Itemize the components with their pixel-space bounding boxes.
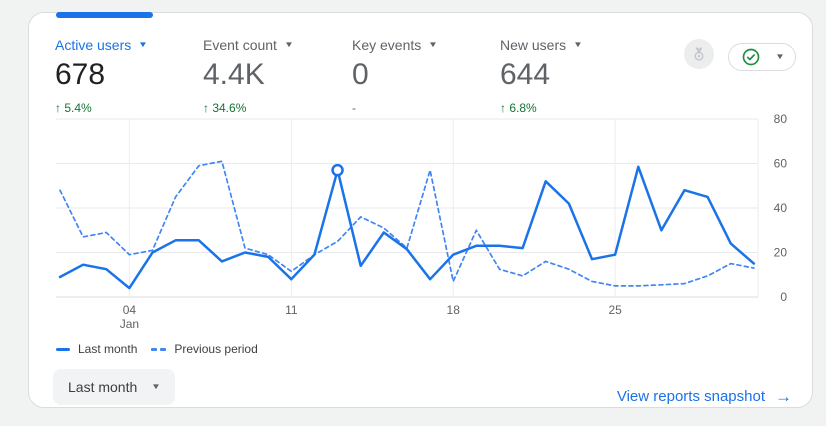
last-month-line-swatch	[56, 347, 70, 351]
x-axis-sublabel: Jan	[120, 317, 139, 331]
metric-active-users[interactable]: Active users ▼ 678 ↑ 5.4%	[55, 37, 149, 115]
metric-new-users[interactable]: New users ▼ 644 ↑ 6.8%	[500, 37, 584, 115]
x-axis-label: 11	[285, 303, 298, 317]
metric-delta: ↑ 34.6%	[203, 101, 247, 115]
legend-label-previous-period: Previous period	[174, 342, 258, 356]
benchmark-medal-icon	[694, 47, 704, 61]
metric-value: 0	[352, 58, 369, 91]
chart-legend: Last month Previous period	[56, 342, 258, 356]
y-axis-label: 80	[774, 112, 788, 126]
chevron-down-icon[interactable]: ▼	[428, 40, 439, 49]
view-reports-snapshot-link[interactable]: View reports snapshot →	[617, 388, 792, 405]
highlighted-point-marker[interactable]	[331, 163, 344, 177]
metric-header[interactable]: New users ▼	[500, 37, 584, 53]
right-arrow-icon: →	[775, 387, 792, 406]
y-axis-label: 20	[774, 246, 788, 260]
date-range-label: Last month	[68, 379, 138, 395]
date-range-button[interactable]: Last month ▼	[53, 369, 176, 405]
y-axis-label: 40	[774, 201, 788, 215]
chevron-down-icon[interactable]: ▼	[283, 40, 294, 49]
metric-delta: ↑ 6.8%	[500, 101, 537, 115]
metric-label: New users	[500, 37, 567, 53]
metric-header[interactable]: Key events ▼	[352, 37, 439, 53]
chevron-down-icon[interactable]: ▼	[573, 40, 584, 49]
metric-delta: -	[352, 101, 356, 115]
y-axis-label: 0	[780, 290, 787, 304]
metric-label: Event count	[203, 37, 277, 53]
last-month-line	[58, 165, 756, 290]
metric-delta: ↑ 5.4%	[55, 101, 92, 115]
metric-label: Key events	[352, 37, 422, 53]
metric-label: Active users	[55, 37, 132, 53]
home-overview-card: Active users ▼ 678 ↑ 5.4% Event count ▼ …	[28, 12, 813, 408]
x-axis-label: 25	[608, 303, 622, 317]
metric-value: 4.4K	[203, 58, 265, 91]
check-circle-icon	[742, 48, 760, 66]
x-axis-label: 18	[447, 303, 461, 317]
previous-period-line-swatch	[151, 347, 167, 351]
metric-header[interactable]: Event count ▼	[203, 37, 294, 53]
metric-value: 678	[55, 58, 106, 91]
metric-header[interactable]: Active users ▼	[55, 37, 149, 53]
x-axis-label: 04	[123, 303, 137, 317]
chevron-down-icon[interactable]: ▼	[138, 40, 149, 49]
active-tab-indicator	[56, 12, 153, 18]
legend-label-last-month: Last month	[78, 342, 138, 356]
metric-key-events[interactable]: Key events ▼ 0 -	[352, 37, 439, 115]
previous-period-line	[59, 160, 755, 287]
data-quality-button[interactable]: ▼	[728, 43, 796, 71]
y-axis-label: 60	[774, 157, 788, 171]
metric-event-count[interactable]: Event count ▼ 4.4K ↑ 34.6%	[203, 37, 294, 115]
benchmarking-medal-button[interactable]	[684, 39, 714, 69]
snapshot-link-label: View reports snapshot	[616, 388, 765, 405]
chevron-down-icon: ▼	[151, 382, 162, 391]
chevron-down-icon[interactable]: ▼	[775, 52, 785, 61]
metric-value: 644	[500, 58, 551, 91]
